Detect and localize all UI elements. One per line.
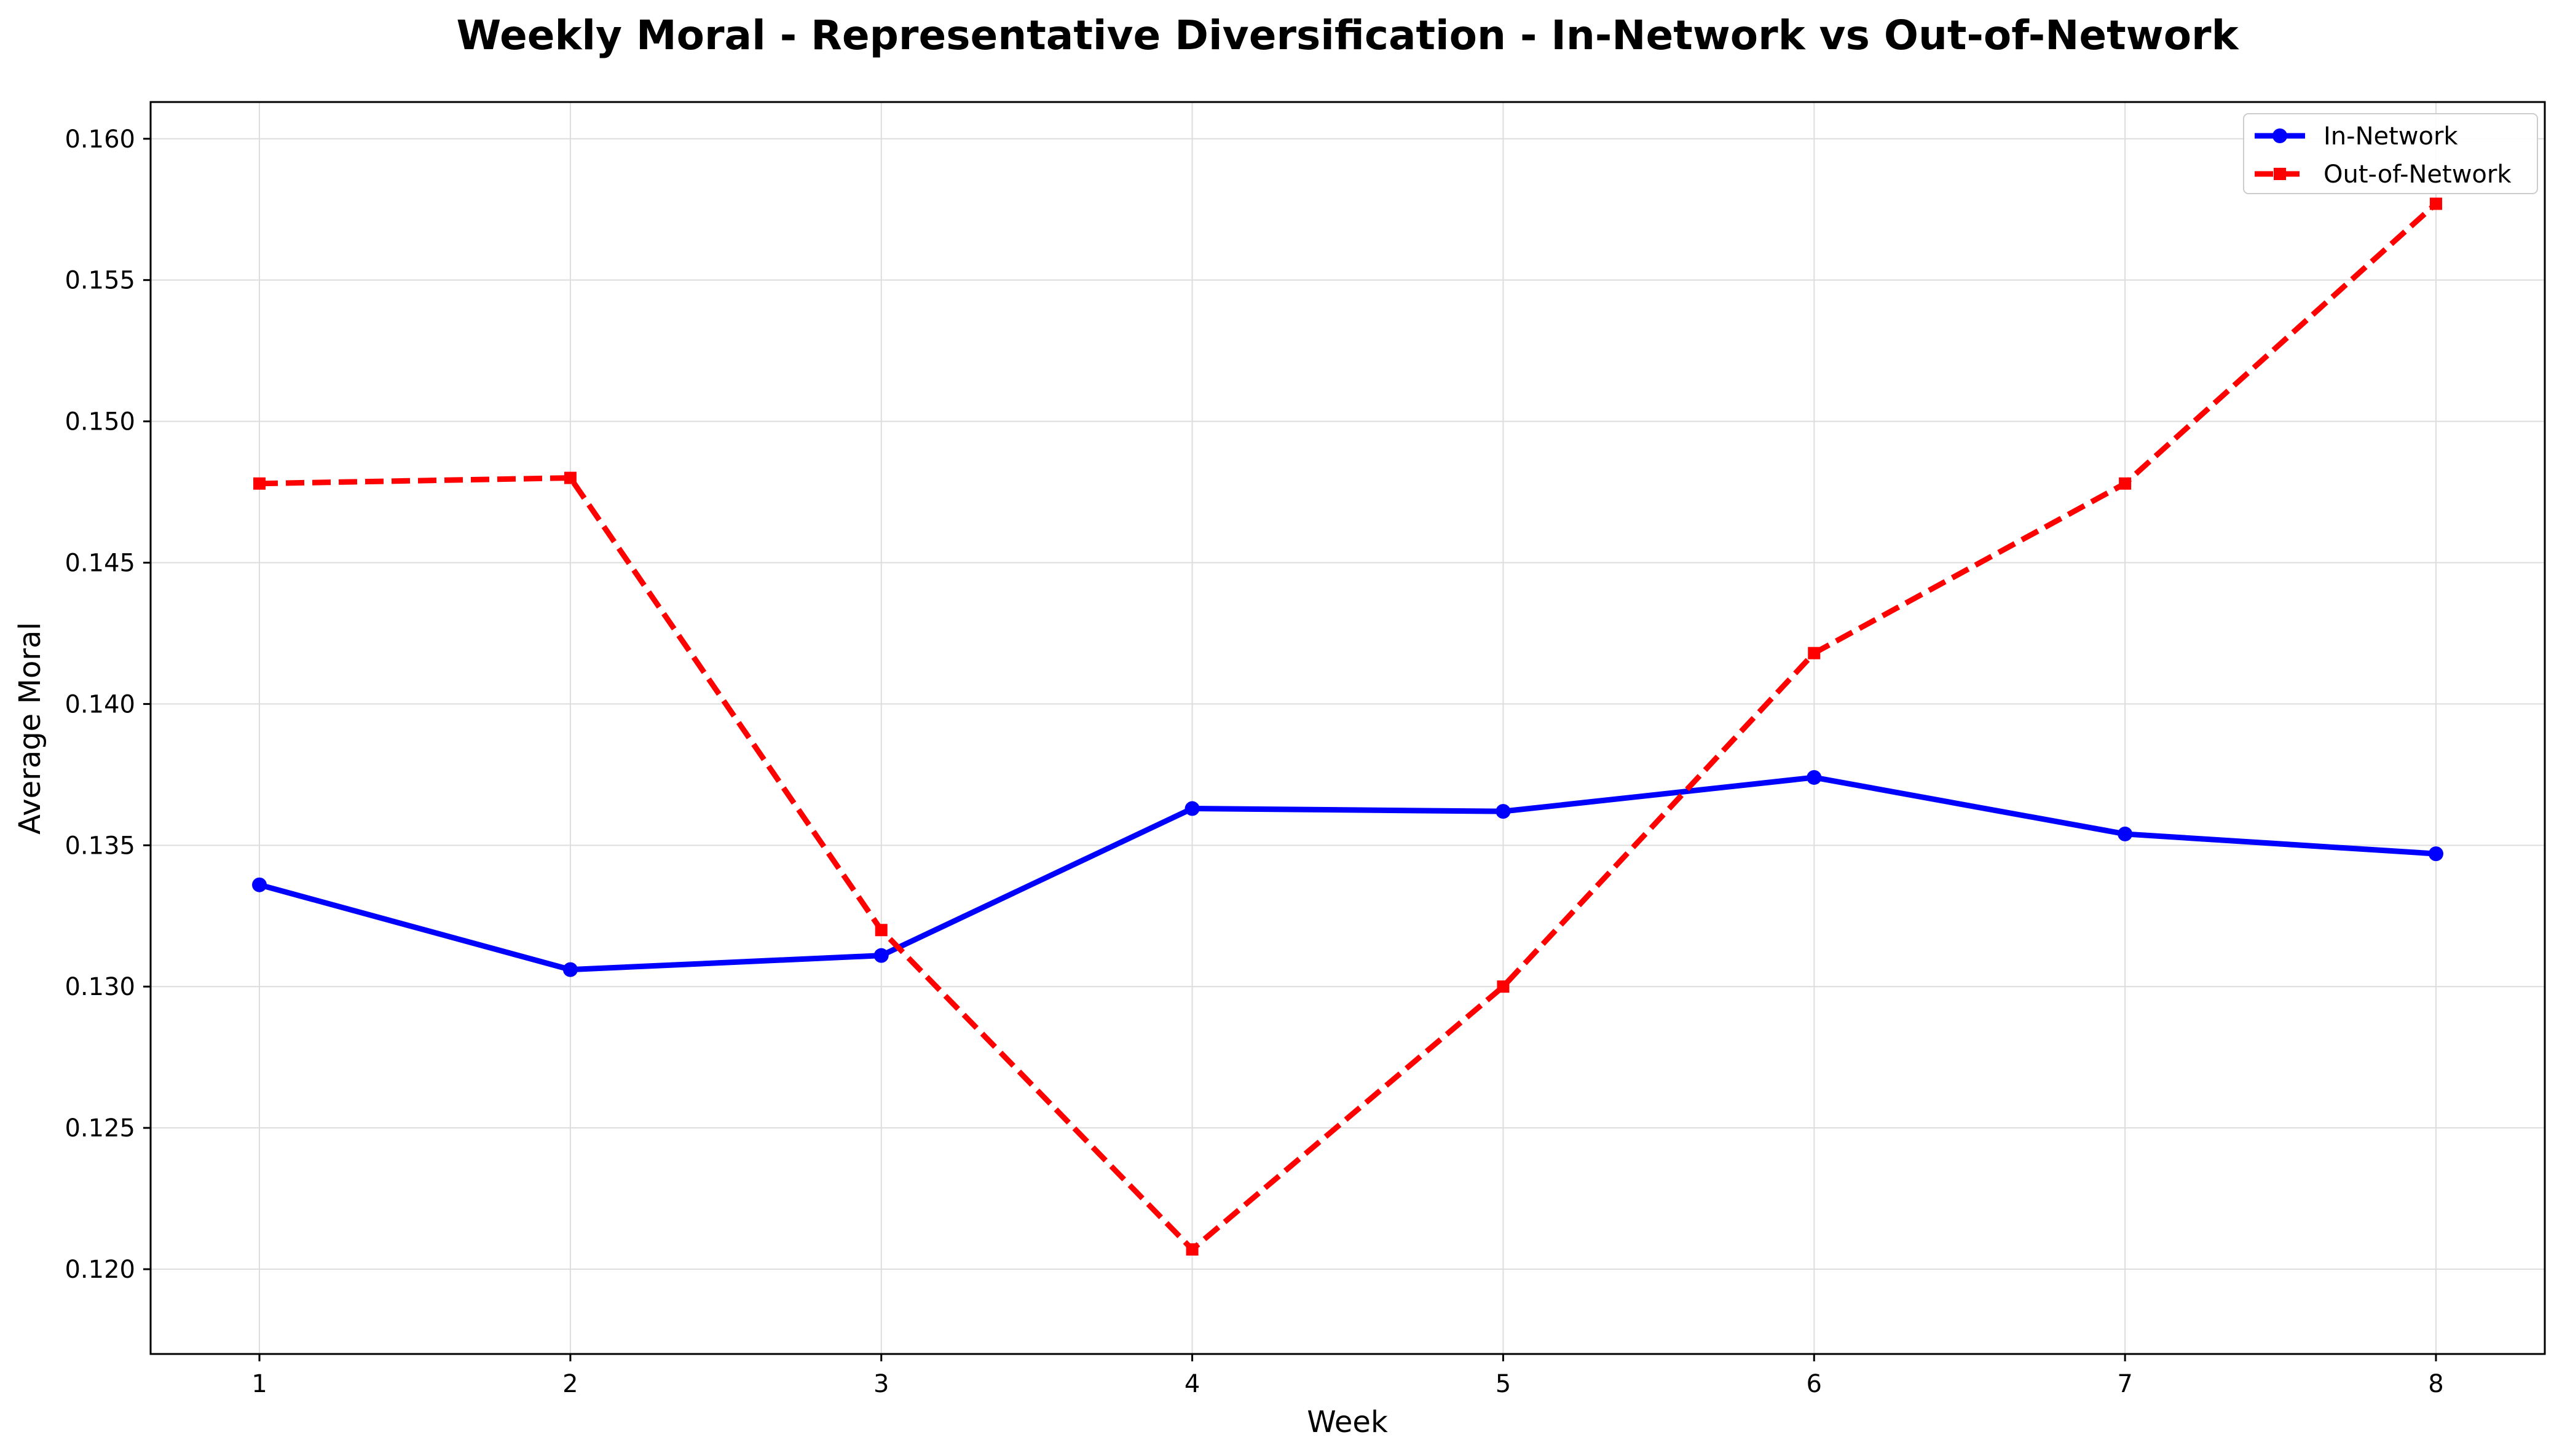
series-0-point — [2428, 846, 2443, 862]
axis-ticks: 1 2 3 4 5 6 7 8 0.120 0.125 0.130 0.135 0.140 0.145 0.… — [65, 125, 2443, 1398]
y-tick-label: 0.150 — [65, 408, 135, 436]
series-0-point — [1807, 769, 1822, 785]
series-0-point — [1184, 801, 1200, 816]
series-0-point — [2118, 826, 2133, 841]
y-tick-label: 0.145 — [65, 549, 135, 578]
series-layer — [252, 197, 2443, 1256]
y-tick-label: 0.130 — [65, 973, 135, 1001]
series-line-1 — [259, 202, 2438, 1253]
plot-frame — [149, 101, 2546, 1355]
series-line-0 — [258, 774, 2437, 973]
x-tick-label: 4 — [1184, 1370, 1200, 1398]
series-0-point — [1496, 804, 1511, 819]
y-tick-label: 0.140 — [65, 690, 135, 718]
x-tick-label: 1 — [251, 1370, 267, 1398]
series-1-point — [875, 924, 888, 937]
y-tick-label: 0.125 — [65, 1114, 135, 1143]
x-tick-label: 8 — [2428, 1370, 2443, 1398]
series-1-point — [1497, 980, 1510, 993]
x-tick-label: 6 — [1807, 1370, 1822, 1398]
y-tick-label: 0.120 — [65, 1256, 135, 1284]
x-tick-label: 7 — [2117, 1370, 2132, 1398]
series-1-point — [1808, 647, 1821, 659]
legend-marker-0 — [2272, 128, 2287, 143]
x-axis-label: Week — [1307, 1405, 1388, 1439]
series-1-point — [564, 471, 577, 484]
grid-lines — [151, 102, 2545, 1354]
chart-title: Weekly Moral - Representative Diversific… — [457, 12, 2240, 59]
y-tick-label: 0.160 — [65, 125, 135, 154]
series-0-point — [562, 962, 578, 977]
series-1-point — [2429, 197, 2442, 210]
series-1-point — [2119, 477, 2132, 490]
legend-label-1: Out-of-Network — [2324, 160, 2512, 189]
y-tick-label: 0.135 — [65, 832, 135, 860]
y-tick-label: 0.155 — [65, 267, 135, 295]
series-0-point — [252, 877, 267, 892]
y-axis-label: Average Moral — [13, 622, 47, 835]
legend-label-0: In-Network — [2324, 122, 2458, 151]
series-0-point — [873, 948, 889, 963]
x-tick-label: 5 — [1496, 1370, 1511, 1398]
series-1-point — [1186, 1243, 1199, 1256]
legend-box — [2243, 113, 2538, 194]
legend-marker-1 — [2274, 168, 2286, 180]
x-tick-label: 3 — [873, 1370, 889, 1398]
series-1-point — [253, 477, 266, 490]
legend: In-Network Out-of-Network — [2243, 113, 2538, 194]
x-tick-label: 2 — [562, 1370, 578, 1398]
